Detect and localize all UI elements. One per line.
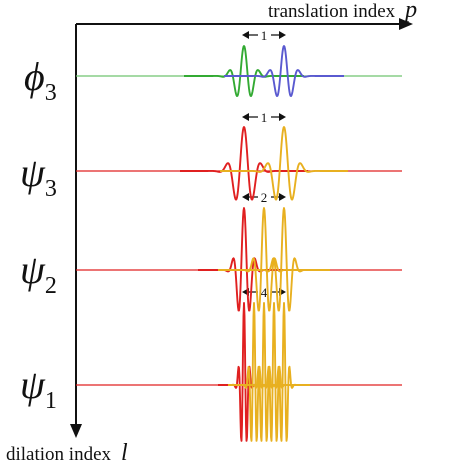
wavelet-translated	[237, 207, 331, 312]
row-symbol: ϕ	[24, 54, 45, 99]
row-label-psi1: ψ1	[20, 362, 57, 414]
wavelet-translated	[219, 126, 349, 201]
vertical-axis-label-text: dilation index	[6, 444, 112, 465]
row-subscript: 1	[45, 388, 57, 414]
row-label-psi2: ψ2	[20, 247, 57, 299]
waveform-group-psi2	[76, 207, 402, 312]
horizontal-axis-symbol: p	[403, 0, 417, 23]
row-symbol: ψ	[20, 247, 46, 292]
vertical-axis-label: dilation index l	[6, 440, 128, 466]
row-subscript: 3	[45, 176, 57, 202]
horizontal-axis-label: translation index p	[268, 0, 417, 23]
spacing-indicator-psi3: 1	[242, 110, 286, 125]
row-label-psi3: ψ3	[20, 150, 57, 202]
wavelet-translated	[257, 302, 311, 442]
horizontal-axis-label-text: translation index	[268, 1, 396, 22]
wavelet-primary	[179, 126, 309, 201]
wavelet-translated	[223, 45, 345, 97]
row-symbol: ψ	[20, 362, 46, 407]
row-subscript: 3	[45, 80, 57, 106]
vertical-axis-symbol: l	[121, 440, 128, 466]
waveform-group-phi3	[76, 45, 402, 97]
spacing-indicator-psi2: 2	[242, 190, 286, 205]
spacing-label: 1	[261, 110, 268, 125]
horizontal-axis-arrowhead	[399, 18, 413, 30]
spacing-label: 4	[261, 285, 268, 300]
row-symbol: ψ	[20, 150, 46, 195]
waveform-group-psi3	[76, 126, 402, 201]
spacing-label: 1	[261, 28, 268, 43]
vertical-axis-arrowhead	[70, 424, 82, 438]
waveform-group-psi1	[76, 302, 402, 442]
spacing-indicator-phi3: 1	[242, 28, 286, 43]
wavelet-primary	[183, 45, 305, 97]
row-subscript: 2	[45, 273, 57, 299]
spacing-label: 2	[261, 190, 268, 205]
wavelet-translated	[217, 207, 311, 312]
row-label-phi3: ϕ3	[24, 54, 57, 106]
